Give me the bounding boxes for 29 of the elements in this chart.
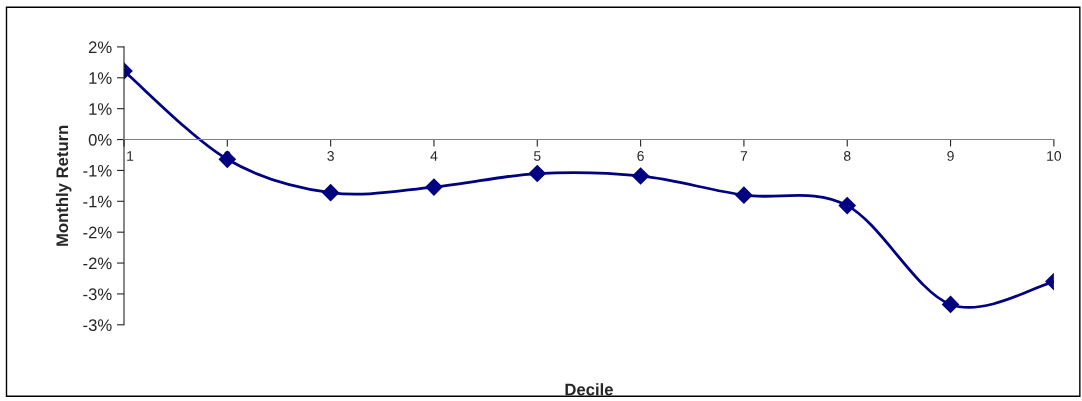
point <box>425 178 443 196</box>
x-tick-label: 5 <box>533 151 541 161</box>
y-tick-label: 1% <box>89 72 112 84</box>
point <box>838 197 856 215</box>
y-tick-label: -2% <box>83 257 112 270</box>
x-axis-title: Decile <box>565 383 613 396</box>
y-tick-label: -3% <box>83 288 112 301</box>
point <box>632 167 650 185</box>
point <box>322 184 340 202</box>
point <box>941 295 960 313</box>
y-tick-label: 0% <box>88 133 112 146</box>
x-tick-label: 9 <box>947 151 954 161</box>
x-tick-label: 7 <box>740 151 748 161</box>
point <box>528 164 546 183</box>
x-tick-label: 6 <box>637 151 644 161</box>
x-tick-label: 3 <box>327 151 334 161</box>
point <box>735 186 753 204</box>
x-tick-label: 8 <box>843 151 851 161</box>
y-tick-label: -1% <box>83 164 112 177</box>
y-tick-label: -2% <box>83 226 112 239</box>
x-tick-label: 4 <box>430 151 438 161</box>
y-tick-label: 1% <box>89 103 112 115</box>
x-tick-label: 10 <box>1047 151 1062 161</box>
y-tick-label: -1% <box>83 195 112 208</box>
x-tick-label: 1 <box>127 151 134 161</box>
point <box>218 150 236 168</box>
y-tick-label: -3% <box>83 319 112 332</box>
y-axis-title: Monthly Return <box>55 125 72 246</box>
y-tick-label: 2% <box>88 41 112 54</box>
